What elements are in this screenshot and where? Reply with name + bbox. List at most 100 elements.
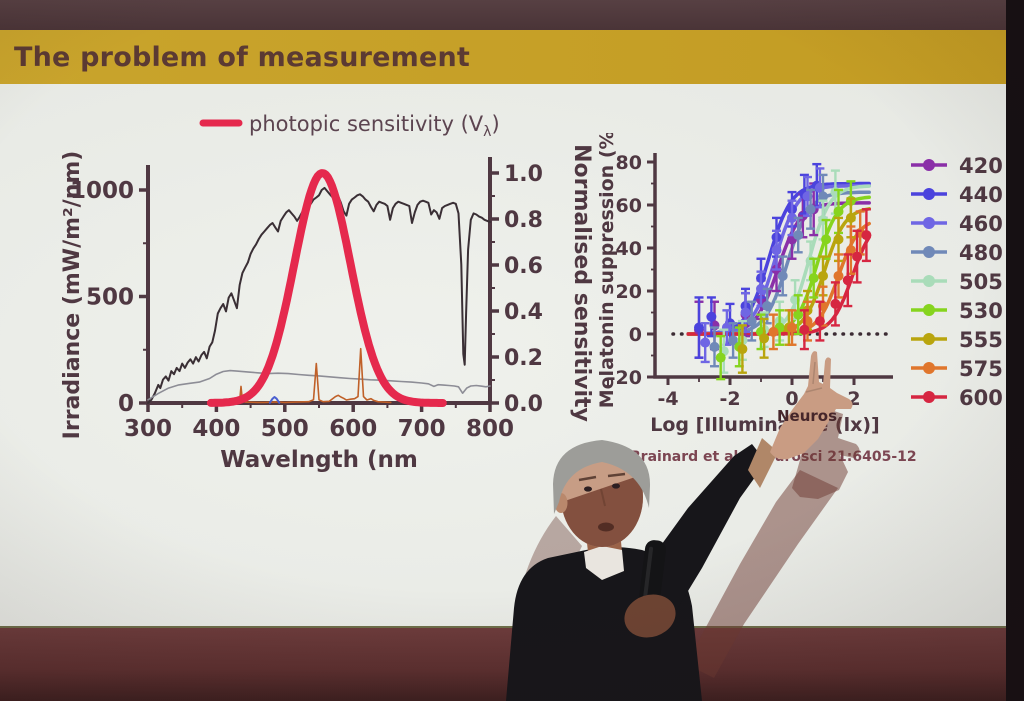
legend-marker-480 (923, 246, 935, 258)
x-tick-label: 400 (192, 416, 240, 442)
x-tick-label: 700 (398, 416, 446, 442)
data-point-480 (818, 191, 828, 202)
y-tick-label: 60 (616, 195, 642, 217)
y-right-tick-label: 0.4 (504, 300, 543, 325)
forearm (748, 438, 778, 488)
data-point-530 (808, 273, 819, 284)
right-eye (612, 483, 620, 489)
data-point-600 (861, 230, 872, 241)
projection-screen: The problem of measurement 300 400 500 600 7… (0, 30, 1006, 626)
data-point-460 (787, 212, 797, 223)
y-right-tick-label: 1.0 (504, 162, 543, 187)
data-point-480 (805, 204, 816, 215)
y-right-tick-label: 0.0 (504, 392, 543, 417)
x-tick-label: -4 (657, 388, 678, 410)
legend-marker-600 (923, 391, 935, 403)
legend-label-420: 420 (959, 154, 1003, 178)
spectrum-chart: 300 400 500 600 700 800 0 500 1000 0.0 0.2 0.4 0.6 0.… (60, 112, 594, 473)
legend-label-555: 555 (959, 328, 1003, 352)
data-point-480 (746, 316, 757, 327)
y-axis-title: Melatonin suppression (%) (596, 133, 618, 408)
data-point-530 (715, 352, 726, 363)
y-left-tick-label: 1000 (70, 178, 134, 204)
data-point-480 (793, 230, 804, 241)
spectrum-series (147, 186, 491, 404)
slide-title: The problem of measurement (14, 41, 471, 73)
data-point-530 (821, 234, 832, 245)
shirt-collar (584, 546, 624, 580)
data-point-600 (852, 251, 863, 262)
data-point-600 (799, 324, 810, 335)
data-point-480 (728, 335, 739, 346)
data-point-440 (706, 311, 717, 322)
eyebrows (578, 472, 626, 482)
data-point-480 (762, 301, 773, 312)
legend-marker-460 (923, 217, 935, 229)
legend-marker-530 (923, 304, 935, 316)
legend-label-480: 480 (959, 241, 1003, 265)
data-point-530 (833, 206, 844, 217)
x-tick-label: 600 (329, 416, 377, 442)
x-tick-label: -2 (719, 388, 740, 410)
data-point-555 (759, 333, 770, 344)
presenter-arm-sleeve (644, 444, 766, 614)
legend-label-600: 600 (959, 386, 1003, 410)
legend-marker-440 (923, 188, 935, 200)
data-point-530 (793, 309, 804, 320)
data-point-575 (787, 322, 797, 333)
x-tick-label: 800 (466, 416, 514, 442)
data-point-555 (737, 344, 748, 355)
hair (553, 440, 651, 514)
pointing-hand (770, 351, 853, 460)
y-tick-label: 20 (616, 281, 642, 303)
spectrum-series (268, 396, 281, 404)
data-point-575 (845, 245, 856, 256)
y-right-axis-title: Normalised sensitivity (569, 144, 594, 422)
x-tick-label: 0 (785, 388, 798, 410)
mic-hand (624, 594, 676, 638)
photopic-curve (206, 169, 447, 407)
slide-title-bar: The problem of measurement (0, 30, 1006, 84)
spectrum-series (232, 347, 392, 404)
lambda-subscript: λ (483, 124, 491, 140)
data-point-480 (777, 270, 788, 281)
spectrum-series (147, 369, 491, 401)
mouth (598, 522, 614, 532)
data-point-460 (771, 245, 782, 256)
legend-label-440: 440 (959, 183, 1003, 207)
legend-marker-575 (923, 362, 935, 374)
data-point-600 (830, 298, 841, 309)
data-point-600 (814, 316, 825, 327)
data-point-460 (756, 283, 766, 294)
legend-marker-555 (923, 333, 935, 345)
y-tick-label: 0 (629, 324, 642, 346)
legend-label-575: 575 (959, 357, 1003, 381)
y-tick-label: -20 (608, 367, 642, 389)
y-left-tick-label: 0 (118, 391, 134, 417)
legend-label-460: 460 (959, 212, 1003, 236)
data-point-600 (842, 275, 853, 286)
data-point-460 (740, 307, 751, 318)
x-axis-title: Wavelngth (nm (220, 447, 418, 473)
projected-citation-on-hand: Neuros (777, 407, 837, 425)
data-point-440 (694, 322, 704, 333)
data-point-575 (833, 270, 844, 281)
y-right-tick-label: 0.6 (504, 254, 543, 279)
data-point-460 (700, 337, 711, 348)
photopic-legend-label: photopic sensitivity (Vλ) (249, 112, 500, 140)
legend-label-530: 530 (959, 299, 1003, 323)
presenter: Neuros (506, 351, 860, 701)
data-point-555 (818, 270, 828, 281)
left-eye (584, 486, 592, 492)
y-right-tick-label: 0.2 (504, 346, 543, 371)
x-tick-label: 500 (261, 416, 309, 442)
legend-close: ) (491, 112, 499, 136)
nose (600, 488, 606, 507)
arm-shadow (686, 470, 838, 678)
room-wall-bottom (0, 626, 1006, 701)
y-right-tick-label: 0.8 (504, 208, 543, 233)
data-point-555 (845, 212, 856, 223)
y-tick-label: 40 (616, 238, 642, 260)
data-point-555 (833, 234, 844, 245)
